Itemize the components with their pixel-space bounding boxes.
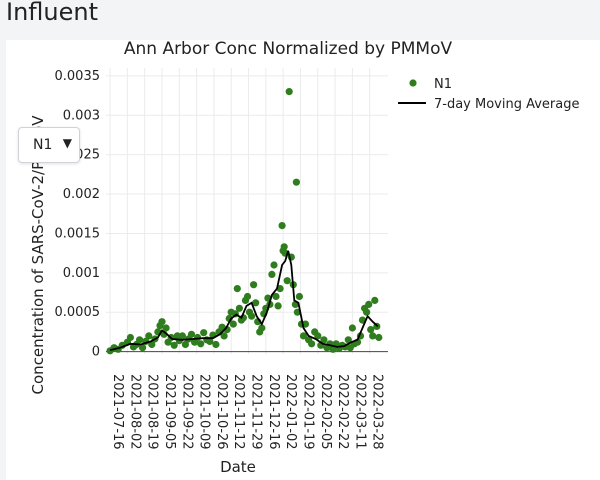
x-axis-ticks: 2021-07-16 2021-08-02 2021-08-19 2021-09-05… [110, 374, 385, 450]
n1-data-point [369, 332, 377, 340]
n1-data-point [145, 332, 153, 340]
n1-data-point [250, 281, 258, 289]
n1-data-point [314, 332, 322, 340]
x-tick-label: 2021-08-19 [145, 374, 160, 450]
n1-data-point [162, 324, 170, 332]
n1-data-point [270, 261, 278, 269]
n1-data-point [252, 299, 260, 307]
n1-data-point [278, 222, 286, 230]
x-tick-label: 2021-07-16 [110, 374, 125, 450]
n1-data-point [274, 302, 282, 310]
dropdown-selected-value: N1 [33, 137, 53, 153]
n1-data-point [248, 312, 256, 320]
y-axis-label: Concentration of SARS-CoV-2/PMMoV [29, 115, 47, 395]
x-tick-label: 2021-09-05 [162, 374, 177, 450]
chart-title: Ann Arbor Conc Normalized by PMMoV [124, 40, 453, 59]
n1-data-point [233, 285, 241, 293]
n1-data-point [178, 332, 186, 340]
x-tick-label: 2021-10-09 [197, 374, 212, 450]
n1-data-point [375, 333, 383, 342]
chevron-down-icon: ▼ [62, 136, 72, 150]
n1-data-point [280, 243, 288, 251]
n1-data-point [158, 318, 166, 326]
n1-data-point [367, 326, 375, 334]
n1-data-point [363, 308, 371, 316]
n1-data-point [285, 88, 293, 96]
x-tick-label: 2022-01-02 [283, 374, 298, 450]
n1-data-point [243, 292, 252, 301]
n1-data-point [295, 292, 303, 301]
n1-data-point [197, 340, 205, 348]
n1-data-point [292, 178, 300, 186]
x-tick-label: 2022-02-05 [318, 374, 333, 450]
n1-data-point [229, 320, 237, 328]
n1-data-point [235, 304, 243, 312]
n1-data-point [206, 337, 214, 345]
n1-data-point [187, 330, 196, 338]
x-tick-label: 2021-10-26 [214, 374, 229, 450]
y-tick-label: 0.0035 [55, 69, 101, 84]
n1-data-point [258, 324, 266, 332]
n1-data-point [344, 336, 352, 344]
n1-data-point [136, 336, 144, 344]
n1-points [106, 88, 383, 355]
x-tick-label: 2021-11-29 [249, 374, 264, 450]
x-tick-label: 2021-09-22 [179, 374, 194, 450]
n1-data-point [220, 332, 228, 340]
y-tick-label: 0.0015 [55, 226, 101, 241]
n1-data-point [200, 329, 208, 337]
y-tick-label: 0 [92, 345, 100, 360]
n1-data-point [139, 344, 147, 352]
n1-data-point [371, 296, 379, 304]
x-tick-label: 2022-03-11 [352, 374, 367, 450]
x-tick-label: 2021-12-16 [266, 374, 281, 450]
n1-data-point [181, 340, 189, 349]
n1-data-point [348, 324, 356, 332]
moving-average-line [109, 250, 379, 351]
n1-data-point [268, 270, 276, 278]
n1-data-point [308, 340, 316, 348]
x-tick-label: 2022-02-22 [335, 374, 350, 450]
n1-data-point [212, 340, 220, 349]
legend[interactable]: N1 7-day Moving Average [398, 77, 580, 112]
n1-data-point [329, 345, 337, 353]
legend-average-label: 7-day Moving Average [434, 97, 580, 112]
y-tick-label: 0.0005 [55, 305, 101, 320]
y-tick-label: 0.002 [63, 187, 100, 202]
chart: Ann Arbor Conc Normalized by PMMoV 0 0.00… [29, 40, 580, 476]
n1-data-point [170, 341, 178, 349]
n1-data-point [272, 292, 280, 301]
chart-card: Ann Arbor Conc Normalized by PMMoV 0 0.00… [6, 40, 600, 480]
n1-data-point [365, 300, 373, 308]
legend-n1-label: N1 [434, 77, 452, 92]
n1-data-point [320, 336, 328, 344]
legend-n1-marker [409, 79, 417, 87]
page-title: Influent [6, 0, 99, 26]
x-tick-label: 2022-03-28 [370, 374, 385, 450]
n1-data-point [148, 340, 156, 349]
n1-data-point [283, 277, 291, 285]
series-dropdown[interactable]: N1 ▼ [18, 127, 80, 163]
x-axis-label: Date [220, 458, 256, 476]
y-tick-label: 0.003 [63, 108, 100, 123]
x-tick-label: 2021-11-12 [231, 374, 246, 450]
n1-data-point [126, 333, 134, 342]
n1-data-point [299, 332, 308, 340]
y-tick-label: 0.001 [63, 266, 100, 281]
x-tick-label: 2021-08-02 [127, 374, 142, 450]
x-tick-label: 2022-01-19 [300, 374, 315, 450]
